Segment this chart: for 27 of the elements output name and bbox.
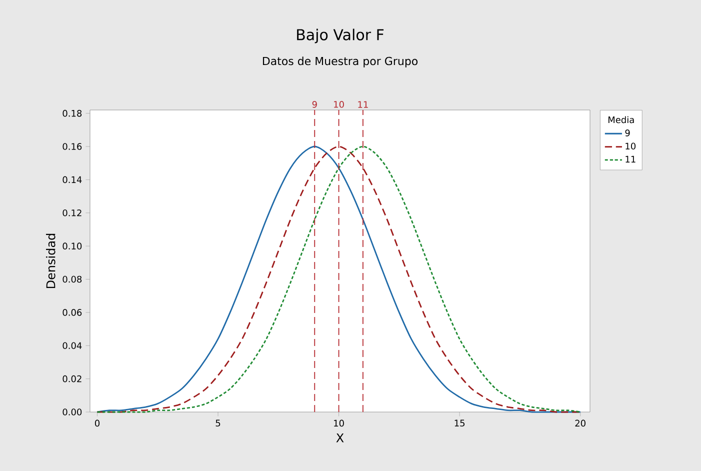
x-tick-label: 5 [216,420,220,426]
ref-line-label: 10 [334,100,344,108]
x-tick-label: 10 [334,420,344,427]
line-series [96,146,582,413]
legend-label: 10 [626,142,636,150]
ref-line-label: 9 [312,100,317,108]
y-tick-label: 0.12 [62,209,82,216]
y-tick-label: 0.16 [62,143,82,150]
y-tick-label: 0.10 [62,242,82,250]
y-tick-label: 0.08 [62,276,82,283]
x-tick-label: 0 [94,420,100,427]
y-tick-label: 0.14 [62,176,82,184]
y-tick-label: 0.18 [62,110,82,117]
y-tick-label: 0.06 [62,309,82,316]
y-axis-title: Densidad [46,234,56,288]
x-axis-title: X [336,433,344,442]
legend-label: 11 [626,156,636,162]
x-tick-label: 20 [575,420,586,427]
x-tick-label: 15 [454,420,465,426]
y-tick-label: 0.04 [62,342,82,350]
chart-title: Bajo Valor F [297,28,384,44]
legend-title: Media [608,116,634,124]
ref-line-label: 11 [358,101,368,108]
chart-subtitle: Datos de Muestra por Grupo [262,56,418,68]
y-tick-label: 0.02 [62,375,82,382]
legend-label: 9 [625,130,630,136]
y-tick-label: 0.00 [62,408,82,416]
